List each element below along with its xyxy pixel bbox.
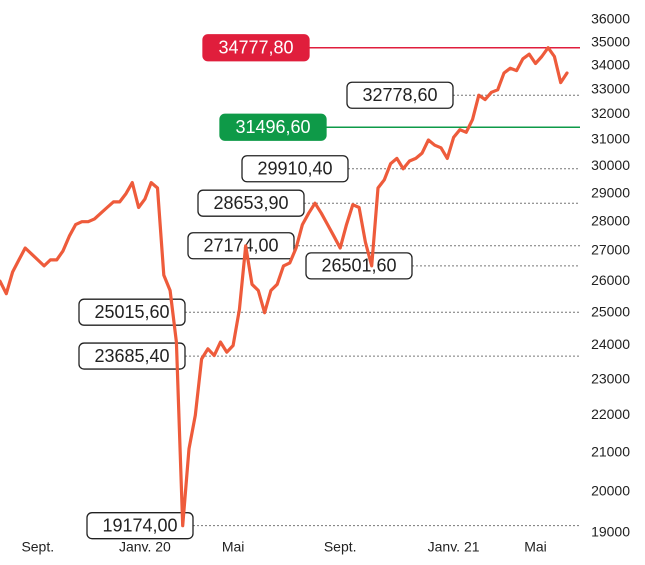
y-tick-label: 25000: [591, 303, 630, 319]
x-tick-label: Sept.: [21, 539, 54, 555]
label-box: [78, 342, 186, 370]
y-tick-label: 31000: [591, 131, 630, 147]
label-box: [305, 252, 413, 280]
annotation-label: 26501,60: [321, 256, 396, 276]
y-tick-label: 36000: [591, 11, 630, 27]
x-tick-label: Mai: [222, 539, 245, 555]
annotation-label: 32778,60: [362, 85, 437, 105]
label-box: [86, 512, 194, 540]
y-tick-label: 24000: [591, 336, 630, 352]
annotation-label: 34777,80: [218, 37, 293, 57]
annotation-label: 29910,40: [257, 159, 332, 179]
annotation-label: 23685,40: [94, 346, 169, 366]
y-tick-label: 26000: [591, 272, 630, 288]
label-box: [78, 298, 186, 326]
y-tick-label: 34000: [591, 57, 630, 73]
y-tick-label: 19000: [591, 524, 630, 540]
x-tick-label: Mai: [524, 539, 547, 555]
y-tick-label: 29000: [591, 184, 630, 200]
x-tick-label: Janv. 20: [119, 539, 171, 555]
annotation-label: 28653,90: [213, 193, 288, 213]
y-tick-label: 35000: [591, 33, 630, 49]
x-tick-label: Janv. 21: [428, 539, 480, 555]
annotation-label: 27174,00: [203, 236, 278, 256]
label-box: [219, 113, 327, 141]
y-tick-label: 27000: [591, 242, 630, 258]
label-box: [241, 155, 349, 183]
y-tick-label: 23000: [591, 370, 630, 386]
y-tick-label: 33000: [591, 81, 630, 97]
x-tick-label: Sept.: [324, 539, 357, 555]
price-line: [0, 46, 569, 528]
annotation-label: 31496,60: [235, 117, 310, 137]
annotation-label: 19174,00: [102, 515, 177, 535]
label-box: [346, 81, 454, 109]
y-tick-label: 30000: [591, 157, 630, 173]
label-box: [197, 189, 305, 217]
y-tick-label: 20000: [591, 483, 630, 499]
y-tick-label: 28000: [591, 212, 630, 228]
y-tick-label: 32000: [591, 105, 630, 121]
annotation-label: 25015,60: [94, 302, 169, 322]
label-box: [202, 34, 310, 62]
label-box: [187, 232, 295, 260]
y-tick-label: 21000: [591, 443, 630, 459]
y-tick-label: 22000: [591, 406, 630, 422]
